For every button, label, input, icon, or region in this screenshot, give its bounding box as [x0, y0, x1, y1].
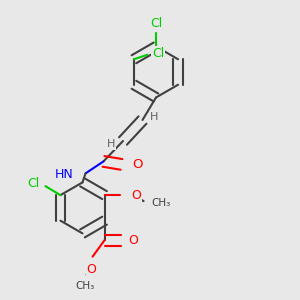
Text: Cl: Cl	[152, 47, 164, 60]
Text: O: O	[132, 189, 142, 202]
Text: CH₃: CH₃	[76, 281, 95, 291]
Text: Cl: Cl	[27, 177, 39, 190]
Text: H: H	[150, 112, 158, 122]
Text: H: H	[107, 139, 116, 149]
Text: Cl: Cl	[150, 17, 162, 30]
Text: O: O	[86, 263, 96, 276]
Text: CH₃: CH₃	[151, 198, 170, 208]
Text: O: O	[129, 234, 139, 247]
Text: HN: HN	[55, 168, 74, 182]
Text: O: O	[132, 158, 142, 171]
